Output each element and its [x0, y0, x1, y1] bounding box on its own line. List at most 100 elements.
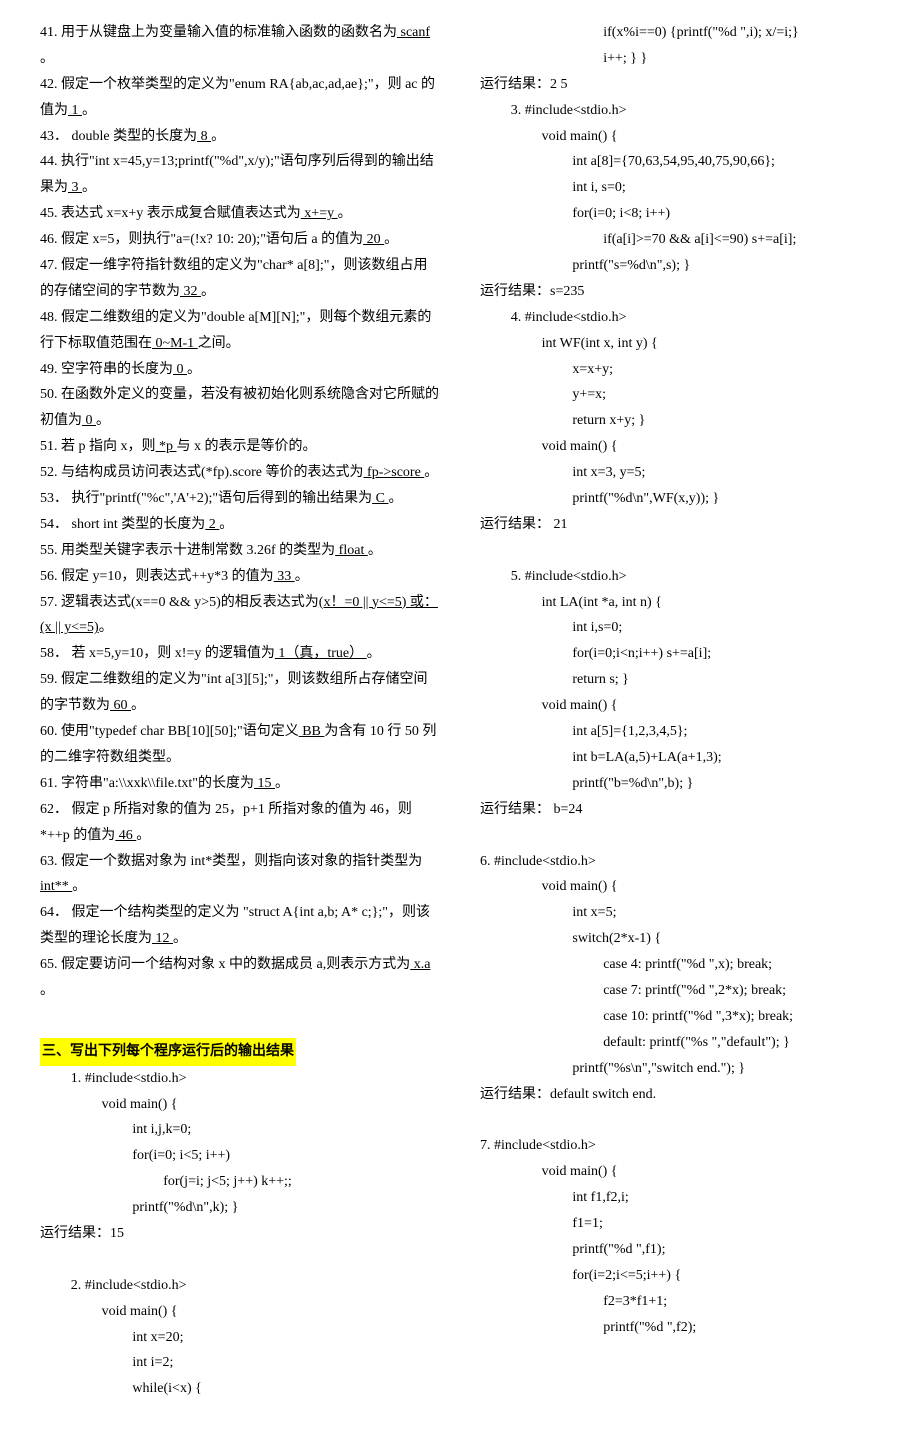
- question-item: 53． 执行"printf("%c",'A'+2);"语句后得到的输出结果为 C…: [40, 486, 440, 512]
- run-result-4: 运行结果： 21: [480, 512, 880, 538]
- questions-list: 41. 用于从键盘上为变量输入值的标准输入函数的函数名为 scanf 。42. …: [40, 20, 440, 1004]
- run-result-1: 运行结果：15: [40, 1221, 440, 1247]
- question-item: 52. 与结构成员访问表达式(*fp).score 等价的表达式为 fp->sc…: [40, 460, 440, 486]
- code-line: x=x+y;: [572, 357, 880, 383]
- answer-underline: fp->score: [364, 465, 425, 480]
- code-line: int WF(int x, int y) {: [542, 331, 880, 357]
- answer-underline: 3: [68, 180, 82, 195]
- answer-underline: (x！=0 || y<=5) 或：(x || y<=5): [40, 595, 438, 636]
- question-item: 42. 假定一个枚举类型的定义为"enum RA{ab,ac,ad,ae};"，…: [40, 72, 440, 124]
- code-line: printf("%d ",f2);: [603, 1315, 880, 1341]
- code-line: switch(2*x-1) {: [572, 926, 880, 952]
- code-line: int a[8]={70,63,54,95,40,75,90,66};: [572, 149, 880, 175]
- answer-underline: scanf: [397, 25, 430, 40]
- code-line: int x=5;: [572, 900, 880, 926]
- question-item: 64． 假定一个结构类型的定义为 "struct A{int a,b; A* c…: [40, 900, 440, 952]
- answer-underline: 2: [205, 517, 219, 532]
- program-6: 6. #include<stdio.h> void main() {int x=…: [480, 849, 880, 1082]
- code-line: i++; } }: [603, 46, 880, 72]
- question-item: 50. 在函数外定义的变量，若没有被初始化则系统隐含对它所赋的初值为 0 。: [40, 382, 440, 434]
- question-item: 61. 字符串"a:\\xxk\\file.txt"的长度为 15 。: [40, 771, 440, 797]
- question-item: 49. 空字符串的长度为 0 。: [40, 357, 440, 383]
- code-line: int i,s=0;: [572, 615, 880, 641]
- page-root: 41. 用于从键盘上为变量输入值的标准输入函数的函数名为 scanf 。42. …: [0, 0, 920, 1432]
- question-item: 54． short int 类型的长度为 2 。: [40, 512, 440, 538]
- answer-underline: 33: [274, 569, 295, 584]
- answer-underline: 32: [180, 284, 201, 299]
- question-item: 51. 若 p 指向 x，则 *p 与 x 的表示是等价的。: [40, 434, 440, 460]
- left-column: 41. 用于从键盘上为变量输入值的标准输入函数的函数名为 scanf 。42. …: [30, 20, 460, 1402]
- code-line: int i=2;: [132, 1350, 440, 1376]
- code-line: void main() {: [542, 1159, 880, 1185]
- question-item: 47. 假定一维字符指针数组的定义为"char* a[8];"，则该数组占用的存…: [40, 253, 440, 305]
- answer-underline: 60: [110, 698, 131, 713]
- code-line: void main() {: [542, 434, 880, 460]
- code-line: void main() {: [102, 1299, 440, 1325]
- program-label: 5. #include<stdio.h>: [511, 564, 880, 590]
- code-line: case 4: printf("%d ",x); break;: [603, 952, 880, 978]
- program-label: 7. #include<stdio.h>: [480, 1133, 880, 1159]
- question-item: 63. 假定一个数据对象为 int*类型，则指向该对象的指针类型为 int** …: [40, 849, 440, 901]
- program-label: 6. #include<stdio.h>: [480, 849, 880, 875]
- code-line: for(i=0;i<n;i++) s+=a[i];: [572, 641, 880, 667]
- code-line: void main() {: [542, 124, 880, 150]
- answer-underline: int**: [40, 879, 72, 894]
- answer-underline: 1: [68, 103, 82, 118]
- code-line: f1=1;: [572, 1211, 880, 1237]
- answer-underline: *p: [156, 439, 177, 454]
- code-line: while(i<x) {: [132, 1376, 440, 1402]
- answer-underline: 0: [82, 413, 96, 428]
- question-item: 55. 用类型关键字表示十进制常数 3.26f 的类型为 float 。: [40, 538, 440, 564]
- answer-underline: 1（真，true）: [275, 646, 367, 661]
- code-line: printf("%s\n","switch end."); }: [572, 1056, 880, 1082]
- program-5: 5. #include<stdio.h> int LA(int *a, int …: [511, 564, 880, 797]
- answer-underline: 12: [152, 931, 173, 946]
- code-line: return s; }: [572, 667, 880, 693]
- answer-underline: BB: [299, 724, 325, 739]
- question-item: 58． 若 x=5,y=10，则 x!=y 的逻辑值为 1（真，true） 。: [40, 641, 440, 667]
- program-label: 1. #include<stdio.h>: [71, 1066, 440, 1092]
- code-line: case 7: printf("%d ",2*x); break;: [603, 978, 880, 1004]
- program-3: 3. #include<stdio.h> void main() {int a[…: [511, 98, 880, 279]
- answer-underline: x.a: [410, 957, 430, 972]
- answer-underline: 20: [363, 232, 384, 247]
- answer-underline: 46: [115, 828, 136, 843]
- question-item: 62． 假定 p 所指对象的值为 25，p+1 所指对象的值为 46，则*++p…: [40, 797, 440, 849]
- run-result-3: 运行结果：s=235: [480, 279, 880, 305]
- question-item: 44. 执行"int x=45,y=13;printf("%d",x/y);"语…: [40, 149, 440, 201]
- code-line: for(i=2;i<=5;i++) {: [572, 1263, 880, 1289]
- code-line: if(x%i==0) {printf("%d ",i); x/=i;}: [603, 20, 880, 46]
- question-item: 46. 假定 x=5，则执行"a=(!x? 10: 20);"语句后 a 的值为…: [40, 227, 440, 253]
- program-label: 4. #include<stdio.h>: [511, 305, 880, 331]
- run-result-2: 运行结果：2 5: [480, 72, 880, 98]
- code-line: void main() {: [542, 874, 880, 900]
- code-line: for(i=0; i<5; i++): [132, 1143, 440, 1169]
- program-4: 4. #include<stdio.h> int WF(int x, int y…: [511, 305, 880, 512]
- program-2: 2. #include<stdio.h> void main() {int x=…: [71, 1273, 440, 1402]
- code-line: y+=x;: [572, 382, 880, 408]
- code-line: int x=3, y=5;: [572, 460, 880, 486]
- answer-underline: 0: [173, 362, 187, 377]
- code-line: for(j=i; j<5; j++) k++;;: [163, 1169, 440, 1195]
- program-label: 2. #include<stdio.h>: [71, 1273, 440, 1299]
- program-7: 7. #include<stdio.h> void main() {int f1…: [480, 1133, 880, 1340]
- question-item: 57. 逻辑表达式(x==0 && y>5)的相反表达式为(x！=0 || y<…: [40, 590, 440, 642]
- code-line: printf("b=%d\n",b); }: [572, 771, 880, 797]
- code-line: void main() {: [102, 1092, 440, 1118]
- question-item: 59. 假定二维数组的定义为"int a[3][5];"，则该数组所占存储空间的…: [40, 667, 440, 719]
- code-line: int i, s=0;: [572, 175, 880, 201]
- question-item: 41. 用于从键盘上为变量输入值的标准输入函数的函数名为 scanf 。: [40, 20, 440, 72]
- run-result-5: 运行结果： b=24: [480, 797, 880, 823]
- answer-underline: 15: [254, 776, 275, 791]
- program-2-continued: if(x%i==0) {printf("%d ",i); x/=i;}i++; …: [511, 20, 880, 72]
- code-line: int a[5]={1,2,3,4,5};: [572, 719, 880, 745]
- code-line: printf("s=%d\n",s); }: [572, 253, 880, 279]
- question-item: 65. 假定要访问一个结构对象 x 中的数据成员 a,则表示方式为 x.a 。: [40, 952, 440, 1004]
- answer-underline: C: [372, 491, 388, 506]
- question-item: 60. 使用"typedef char BB[10][50];"语句定义 BB …: [40, 719, 440, 771]
- section-title: 三、写出下列每个程序运行后的输出结果: [40, 1038, 296, 1066]
- code-line: if(a[i]>=70 && a[i]<=90) s+=a[i];: [603, 227, 880, 253]
- question-item: 45. 表达式 x=x+y 表示成复合赋值表达式为 x+=y 。: [40, 201, 440, 227]
- code-line: int b=LA(a,5)+LA(a+1,3);: [572, 745, 880, 771]
- answer-underline: 8: [197, 129, 211, 144]
